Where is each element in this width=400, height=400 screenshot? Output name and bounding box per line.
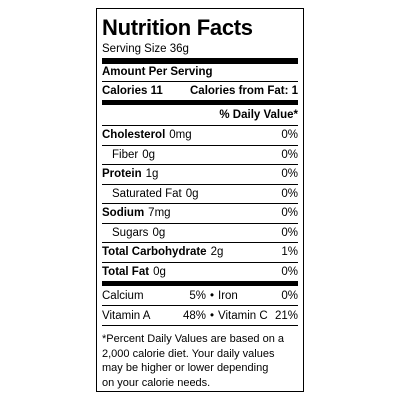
vitamin-row: Vitamin A 48% • Vitamin C 21% xyxy=(102,306,298,326)
vitamin-dv-group: 5% • xyxy=(189,290,214,302)
nutrient-dv: 0% xyxy=(281,226,298,239)
nutrient-row: Total Fat 0g 0% xyxy=(102,263,298,282)
nutrient-dv: 1% xyxy=(281,246,298,259)
nutrient-name: Sodium xyxy=(102,207,145,220)
vitamin-right: Vitamin C 21% xyxy=(218,310,298,322)
thick-rule xyxy=(102,58,298,64)
nutrient-row: Sugars 0g 0% xyxy=(102,224,298,243)
serving-size: Serving Size 36g xyxy=(102,43,189,55)
footnote-line: may be higher or lower depending xyxy=(102,362,269,374)
nutrient-dv: 0% xyxy=(281,148,298,161)
separator: • xyxy=(209,309,214,322)
nutrition-label: Nutrition Facts Serving Size 36g Amount … xyxy=(96,8,304,392)
nutrient-name: Total Carbohydrate xyxy=(102,246,207,259)
nutrient-row: Total Carbohydrate 2g 1% xyxy=(102,243,298,263)
calories-row: Calories 11 Calories from Fat: 1 xyxy=(102,82,298,100)
vitamin-list: Calcium 5% • Iron 0% Vitamin A 48% • Vitamin C 21… xyxy=(102,286,298,326)
separator: • xyxy=(209,289,214,302)
nutrient-name: Cholesterol xyxy=(102,129,166,142)
nutrient-row: Sodium 7mg 0% xyxy=(102,204,298,224)
nutrient-amount: 1g xyxy=(145,168,159,181)
vitamin-name: Iron xyxy=(218,289,238,302)
thick-rule xyxy=(102,100,298,105)
amount-header: Amount Per Serving xyxy=(102,64,298,82)
nutrient-row: Protein 1g 0% xyxy=(102,165,298,185)
vitamin-dv: 48% xyxy=(182,309,206,322)
vitamin-right: Iron 0% xyxy=(218,290,298,302)
vitamin-name: Calcium xyxy=(102,289,144,302)
nutrient-amount: 2g xyxy=(210,246,224,259)
nutrient-row: Fiber 0g 0% xyxy=(102,146,298,165)
nutrient: Cholesterol 0mg xyxy=(102,129,192,141)
vitamin-dv: 5% xyxy=(189,289,206,302)
nutrient: Sugars 0g xyxy=(112,227,165,239)
nutrient-amount: 0g xyxy=(153,265,166,278)
nutrient: Protein 1g xyxy=(102,168,158,180)
nutrient: Sodium 7mg xyxy=(102,207,171,219)
vitamin-left: Vitamin A 48% • xyxy=(102,310,214,322)
title: Nutrition Facts xyxy=(102,15,253,40)
vitamin-left: Calcium 5% • xyxy=(102,290,214,302)
footnote: *Percent Daily Values are based on a 2,00… xyxy=(102,326,298,390)
footnote-line: on your calorie needs. xyxy=(102,376,211,389)
calories-fat: Calories from Fat: 1 xyxy=(190,85,298,97)
nutrient: Saturated Fat 0g xyxy=(112,188,198,200)
nutrient-amount: 0mg xyxy=(169,129,192,142)
vitamin-dv: 0% xyxy=(281,289,298,302)
dv-header-row: % Daily Value* xyxy=(102,105,298,126)
calories: Calories 11 xyxy=(102,85,163,97)
nutrient-list: Cholesterol 0mg 0% Fiber 0g 0% Protein 1g 0% Satu… xyxy=(102,126,298,281)
nutrient-dv: 0% xyxy=(281,129,298,142)
nutrient-row: Saturated Fat 0g 0% xyxy=(102,185,298,204)
nutrient-dv: 0% xyxy=(281,265,298,278)
nutrient-amount: 0g xyxy=(142,148,155,161)
nutrient: Fiber 0g xyxy=(112,149,155,161)
nutrient-amount: 7mg xyxy=(148,207,171,220)
vitamin-name: Vitamin C xyxy=(218,309,268,322)
vitamin-row: Calcium 5% • Iron 0% xyxy=(102,286,298,306)
footnote-line: *Percent Daily Values are based on a xyxy=(102,333,285,345)
nutrient: Total Fat 0g xyxy=(102,266,166,278)
nutrient-dv: 0% xyxy=(281,187,298,200)
footnote-line: 2,000 calorie diet. Your daily values xyxy=(102,347,275,360)
thick-rule xyxy=(102,281,298,286)
vitamin-dv: 21% xyxy=(274,309,298,322)
nutrient-name: Sugars xyxy=(112,226,149,239)
nutrient-row: Cholesterol 0mg 0% xyxy=(102,126,298,146)
nutrient-dv: 0% xyxy=(281,168,298,181)
nutrient-dv: 0% xyxy=(281,207,298,220)
nutrient-name: Total Fat xyxy=(102,265,150,278)
nutrient-amount: 0g xyxy=(185,187,199,200)
vitamin-dv-group: 48% • xyxy=(183,310,214,322)
nutrient-name: Fiber xyxy=(112,148,139,161)
nutrient-amount: 0g xyxy=(152,226,166,239)
nutrient: Total Carbohydrate 2g xyxy=(102,246,223,258)
nutrient-name: Saturated Fat xyxy=(112,187,182,200)
nutrient-name: Protein xyxy=(102,168,142,181)
vitamin-name: Vitamin A xyxy=(102,309,151,322)
dv-header: % Daily Value* xyxy=(219,109,298,121)
